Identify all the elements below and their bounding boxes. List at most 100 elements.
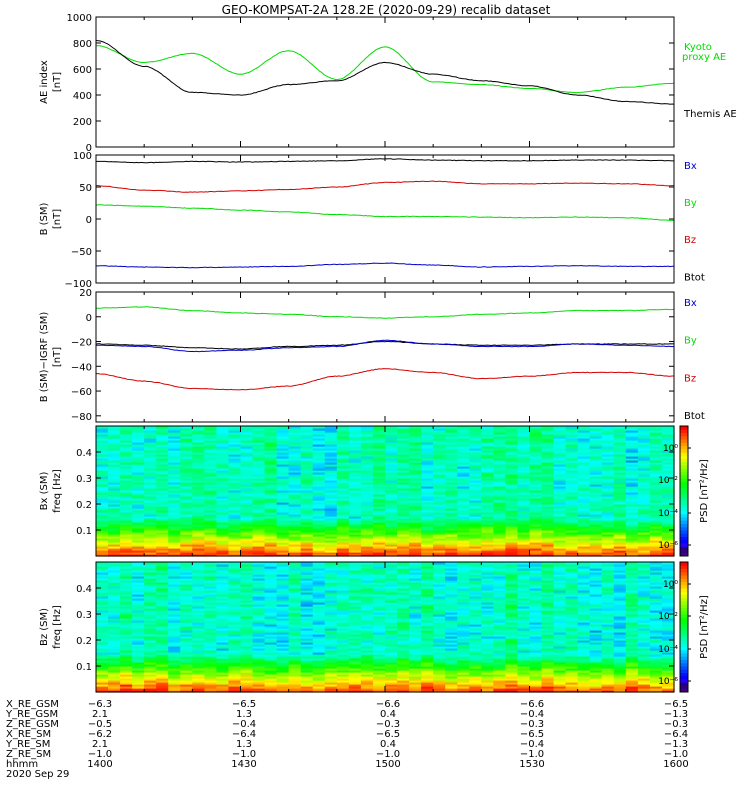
series-line-b-by — [96, 205, 674, 221]
colorbar-cell — [680, 527, 688, 531]
colorbar-cell — [680, 462, 688, 466]
colorbar-cell — [680, 488, 688, 492]
legend-label: proxy AE — [682, 52, 726, 63]
spectrogram-specx — [96, 426, 675, 557]
colorbar-cell — [680, 433, 688, 437]
colorbar-tick-label: 10⁻⁴ — [658, 509, 678, 519]
colorbar-cell — [680, 507, 688, 511]
colorbar-cell — [680, 514, 688, 518]
colorbar-cell — [680, 475, 688, 479]
series-line-b-bz — [96, 181, 674, 192]
y-axis-unit: [nT] — [52, 209, 63, 229]
y-tick-label: 50 — [79, 183, 92, 194]
colorbar-cell — [680, 436, 688, 440]
y-tick-label: −40 — [71, 362, 92, 373]
y-tick-label: 200 — [73, 117, 92, 128]
colorbar-cell — [680, 550, 688, 554]
y-tick-label: 20 — [79, 288, 92, 299]
colorbar-label: PSD [nT²/Hz] — [699, 459, 710, 523]
y-tick-label: −80 — [71, 412, 92, 423]
colorbar-cell — [680, 426, 688, 430]
y-tick-label: 0.4 — [76, 448, 92, 459]
y-tick-label: 800 — [73, 39, 92, 50]
colorbar-cell — [680, 501, 688, 505]
chart-title: GEO-KOMPSAT-2A 128.2E (2020-09-29) recal… — [222, 3, 551, 17]
legend-label: By — [684, 198, 697, 209]
colorbar-cell — [680, 452, 688, 456]
colorbar-cell — [680, 442, 688, 446]
colorbar-cell — [680, 537, 688, 541]
series-line-ae-kyoto-proxy-ae — [96, 46, 674, 93]
plot-frame-ae — [96, 17, 674, 147]
legend-label: Bx — [684, 298, 697, 309]
colorbar-cell — [680, 449, 688, 453]
y-tick-label: −20 — [71, 338, 92, 349]
colorbar-cell — [680, 517, 688, 521]
colorbar-cell — [680, 520, 688, 524]
y-axis-unit: [nT] — [52, 347, 63, 367]
y-tick-label: 1000 — [67, 13, 92, 24]
y-tick-label: 100 — [73, 151, 92, 162]
colorbar-cell — [680, 540, 688, 544]
colorbar-cell — [680, 533, 688, 537]
colorbar-cell — [680, 504, 688, 508]
y-axis-unit: freq [Hz] — [52, 469, 63, 513]
colorbar-cell — [680, 481, 688, 485]
colorbar-cell — [680, 511, 688, 515]
colorbar-cell — [680, 455, 688, 459]
y-tick-label: 400 — [73, 91, 92, 102]
y-tick-label: 0.1 — [76, 526, 92, 537]
colorbar-tick-label: 10⁻⁶ — [658, 541, 678, 551]
colorbar-cell — [680, 446, 688, 450]
colorbar-cell — [680, 491, 688, 495]
colorbar-cell — [680, 485, 688, 489]
series-line-ae-themis-ae — [96, 41, 674, 105]
colorbar-cell — [680, 530, 688, 534]
y-axis-label: Bx (SM) — [39, 472, 50, 511]
series-line-db-by — [96, 307, 674, 319]
series-line-b-bx — [96, 263, 674, 268]
y-tick-label: −60 — [71, 387, 92, 398]
colorbar-cell — [680, 478, 688, 482]
colorbar-cell — [680, 498, 688, 502]
plot-frame-db — [96, 292, 674, 422]
y-axis-label: B (SM)−IGRF (SM) — [39, 312, 50, 403]
colorbar-cell — [680, 472, 688, 476]
y-tick-label: −50 — [71, 247, 92, 258]
colorbar-cell — [680, 494, 688, 498]
y-tick-label: 0 — [86, 313, 92, 324]
y-tick-label: 0.3 — [76, 474, 92, 485]
y-tick-label: 0 — [86, 215, 92, 226]
y-axis-label: B (SM) — [39, 202, 50, 235]
legend-b: Bx By Bz Btot — [684, 161, 705, 283]
legend-label: Btot — [684, 411, 705, 422]
legend-label: Btot — [684, 272, 705, 283]
legend-label: Bz — [684, 373, 696, 384]
y-tick-label: 0.2 — [76, 500, 92, 511]
spectrogram-specz — [96, 562, 675, 693]
colorbar-cell — [680, 429, 688, 433]
colorbar-cell — [680, 468, 688, 472]
series-line-db-bz — [96, 369, 674, 390]
legend-label: Themis AE — [683, 109, 737, 120]
series-line-db-btot — [96, 342, 674, 350]
colorbar-cell — [680, 459, 688, 463]
y-axis-unit: [nT] — [52, 72, 63, 92]
y-tick-label: 600 — [73, 65, 92, 76]
legend-label: Bz — [684, 235, 696, 246]
legend-label: By — [684, 336, 697, 347]
colorbar-cell — [680, 546, 688, 550]
colorbar-cell — [680, 524, 688, 528]
colorbar-cell — [680, 543, 688, 547]
y-axis-label: AE index — [39, 60, 50, 104]
panel-db: Bx By Bz Btot −80 −60 −40 −20 0 20 B (SM)−IGRF (SM… — [39, 288, 705, 423]
colorbar-tick-label: 10⁻² — [658, 476, 678, 486]
legend-label: Bx — [684, 161, 697, 172]
colorbar-cell — [680, 439, 688, 443]
